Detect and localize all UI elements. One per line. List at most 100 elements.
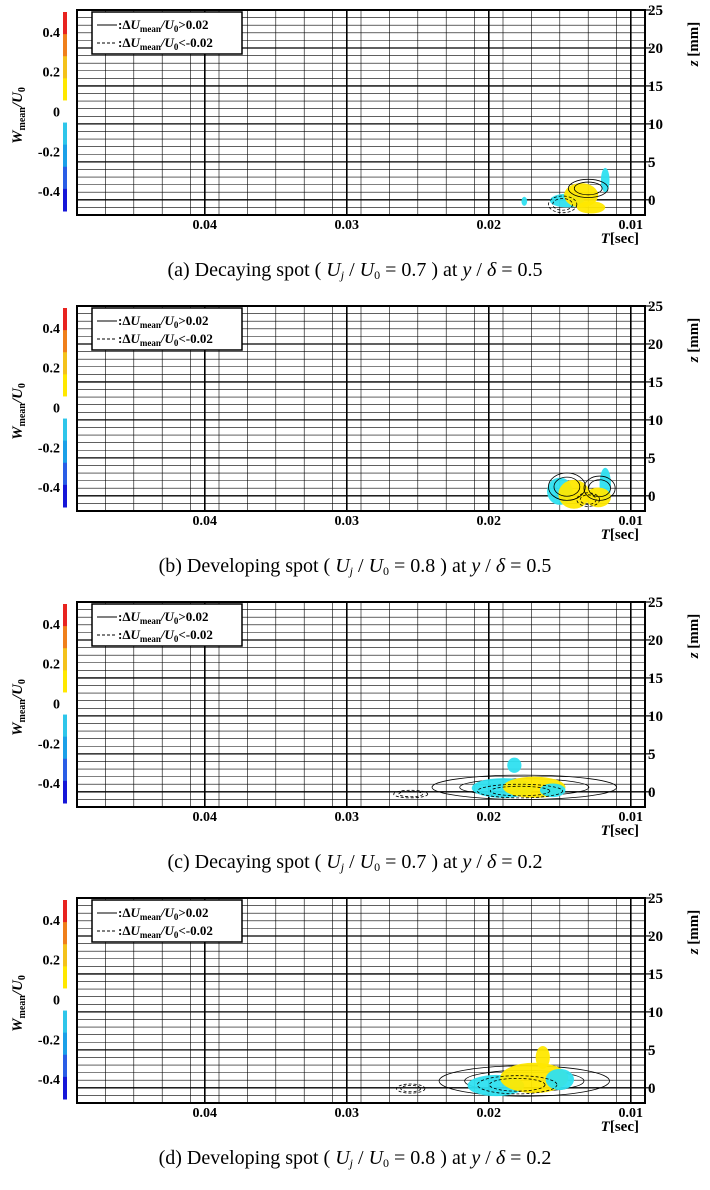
colorbar-segment xyxy=(63,1054,67,1078)
y-tick-label: 10 xyxy=(648,117,663,133)
y-tick-label: 25 xyxy=(648,3,663,19)
x-tick-label: 0.04 xyxy=(193,514,218,529)
contour-line-dashed xyxy=(489,785,551,797)
x-tick-label: 0.03 xyxy=(335,810,360,825)
colorbar-segment xyxy=(63,626,67,649)
plot-frame xyxy=(76,897,646,1104)
colorbar-tick-label: -0.2 xyxy=(38,1033,60,1048)
colorbar-segment xyxy=(63,900,67,923)
y-tick-label: 25 xyxy=(648,595,663,611)
y-tick-label: 15 xyxy=(648,967,663,983)
contour-line-dashed xyxy=(548,195,578,214)
y-axis-label: z [mm] xyxy=(686,910,702,956)
contour-fill-yellow xyxy=(576,201,606,214)
colorbar-segment xyxy=(63,1010,67,1034)
colorbar-segment xyxy=(63,352,67,375)
contour-line-solid xyxy=(548,472,586,501)
colorbar-segment xyxy=(63,330,67,353)
colorbar-tick-label: 0.4 xyxy=(43,322,61,337)
x-tick-label: 0.02 xyxy=(477,218,502,233)
x-tick-label: 0.02 xyxy=(477,1106,502,1121)
x-tick-label: 0.01 xyxy=(619,218,644,233)
contour-line-dashed xyxy=(576,492,600,507)
colorbar-segment xyxy=(63,78,67,101)
contour-line-solid xyxy=(567,178,609,198)
contour-line-dashed xyxy=(477,1075,558,1095)
colorbar-segment xyxy=(63,484,67,508)
x-tick-label: 0.04 xyxy=(193,1106,218,1121)
colorbar-segment xyxy=(63,308,67,331)
colorbar-segment xyxy=(63,34,67,57)
colorbar-segment xyxy=(63,966,67,989)
contour-line-dashed xyxy=(393,789,429,799)
x-tick-label: 0.02 xyxy=(477,514,502,529)
y-tick-label: 5 xyxy=(648,1043,656,1059)
colorbar-segment xyxy=(63,1032,67,1056)
colorbar-segment xyxy=(63,944,67,967)
colorbar-segment xyxy=(63,100,67,124)
x-tick-label: 0.04 xyxy=(193,218,218,233)
colorbar-tick-label: 0.4 xyxy=(43,914,61,929)
contour-line-dashed xyxy=(579,494,597,505)
colorbar-segment xyxy=(63,1076,67,1100)
x-tick-label: 0.03 xyxy=(335,218,360,233)
colorbar-title: Wmean/U0 xyxy=(10,975,28,1032)
colorbar-segment xyxy=(63,374,67,397)
colorbar-segment xyxy=(63,988,67,1012)
legend-box xyxy=(91,307,243,351)
contour-line-solid xyxy=(431,774,618,800)
colorbar-tick-label: 0.2 xyxy=(43,66,61,81)
y-tick-label: 0 xyxy=(648,785,656,801)
y-axis-label: z [mm] xyxy=(686,614,702,660)
colorbar-tick-label: -0.4 xyxy=(38,777,60,792)
contour-line-dashed xyxy=(477,783,564,799)
y-tick-label: 20 xyxy=(648,337,663,353)
x-tick-label: 0.01 xyxy=(619,514,644,529)
colorbar-segment xyxy=(63,736,67,760)
y-tick-label: 25 xyxy=(648,891,663,907)
y-tick-label: 10 xyxy=(648,413,663,429)
legend-label-dashed: :ΔUmean/U0<-0.02 xyxy=(118,35,213,52)
plot-frame xyxy=(76,305,646,512)
y-tick-label: 15 xyxy=(648,375,663,391)
contour-fill-cyan xyxy=(507,757,522,773)
colorbar-tick-label: -0.4 xyxy=(38,185,60,200)
chart-panel-d: 0.4 0.2 0 -0.2 -0.4 Wmean/U0:ΔUmean/U0>0.02:Δ… xyxy=(10,891,702,1170)
panel-caption: (b) Developing spot ( Uj / U0 = 0.8 ) at… xyxy=(159,555,552,578)
plot-frame xyxy=(76,601,646,808)
colorbar-title: Wmean/U0 xyxy=(10,87,28,144)
colorbar-tick-label: 0 xyxy=(53,698,60,713)
colorbar-tick-label: -0.4 xyxy=(38,1073,60,1088)
y-tick-label: 5 xyxy=(648,747,656,763)
y-tick-label: 10 xyxy=(648,709,663,725)
colorbar-segment xyxy=(63,462,67,486)
x-axis-label: T[sec] xyxy=(601,823,639,839)
contour-fill-yellow xyxy=(585,487,611,508)
panel-caption: (c) Decaying spot ( Uj / U0 = 0.7 ) at y… xyxy=(167,851,542,874)
x-tick-label: 0.02 xyxy=(477,810,502,825)
y-tick-label: 10 xyxy=(648,1005,663,1021)
colorbar-segment xyxy=(63,440,67,464)
y-axis-label: z [mm] xyxy=(686,318,702,364)
x-axis-label: T[sec] xyxy=(601,231,639,247)
chart-panel-a: 0.4 0.2 0 -0.2 -0.4 Wmean/U0:ΔUmean/U0>0.02:Δ… xyxy=(10,3,702,282)
contour-line-solid xyxy=(553,476,581,497)
y-tick-label: 25 xyxy=(648,299,663,315)
contour-line-solid xyxy=(573,181,603,196)
colorbar-segment xyxy=(63,648,67,671)
y-tick-label: 0 xyxy=(648,1081,656,1097)
colorbar-segment xyxy=(63,144,67,168)
colorbar-segment xyxy=(63,758,67,782)
y-axis-label: z [mm] xyxy=(686,22,702,68)
legend-box xyxy=(91,899,243,943)
colorbar-segment xyxy=(63,166,67,190)
legend-label-solid: :ΔUmean/U0>0.02 xyxy=(118,609,209,626)
colorbar-title: Wmean/U0 xyxy=(10,383,28,440)
contour-fill-cyan xyxy=(545,1068,574,1091)
colorbar-segment xyxy=(63,418,67,442)
colorbar-segment xyxy=(63,396,67,420)
y-tick-label: 0 xyxy=(648,193,656,209)
panel-caption: (d) Developing spot ( Uj / U0 = 0.8 ) at… xyxy=(159,1147,552,1170)
colorbar-tick-label: -0.2 xyxy=(38,441,60,456)
y-tick-label: 15 xyxy=(648,671,663,687)
